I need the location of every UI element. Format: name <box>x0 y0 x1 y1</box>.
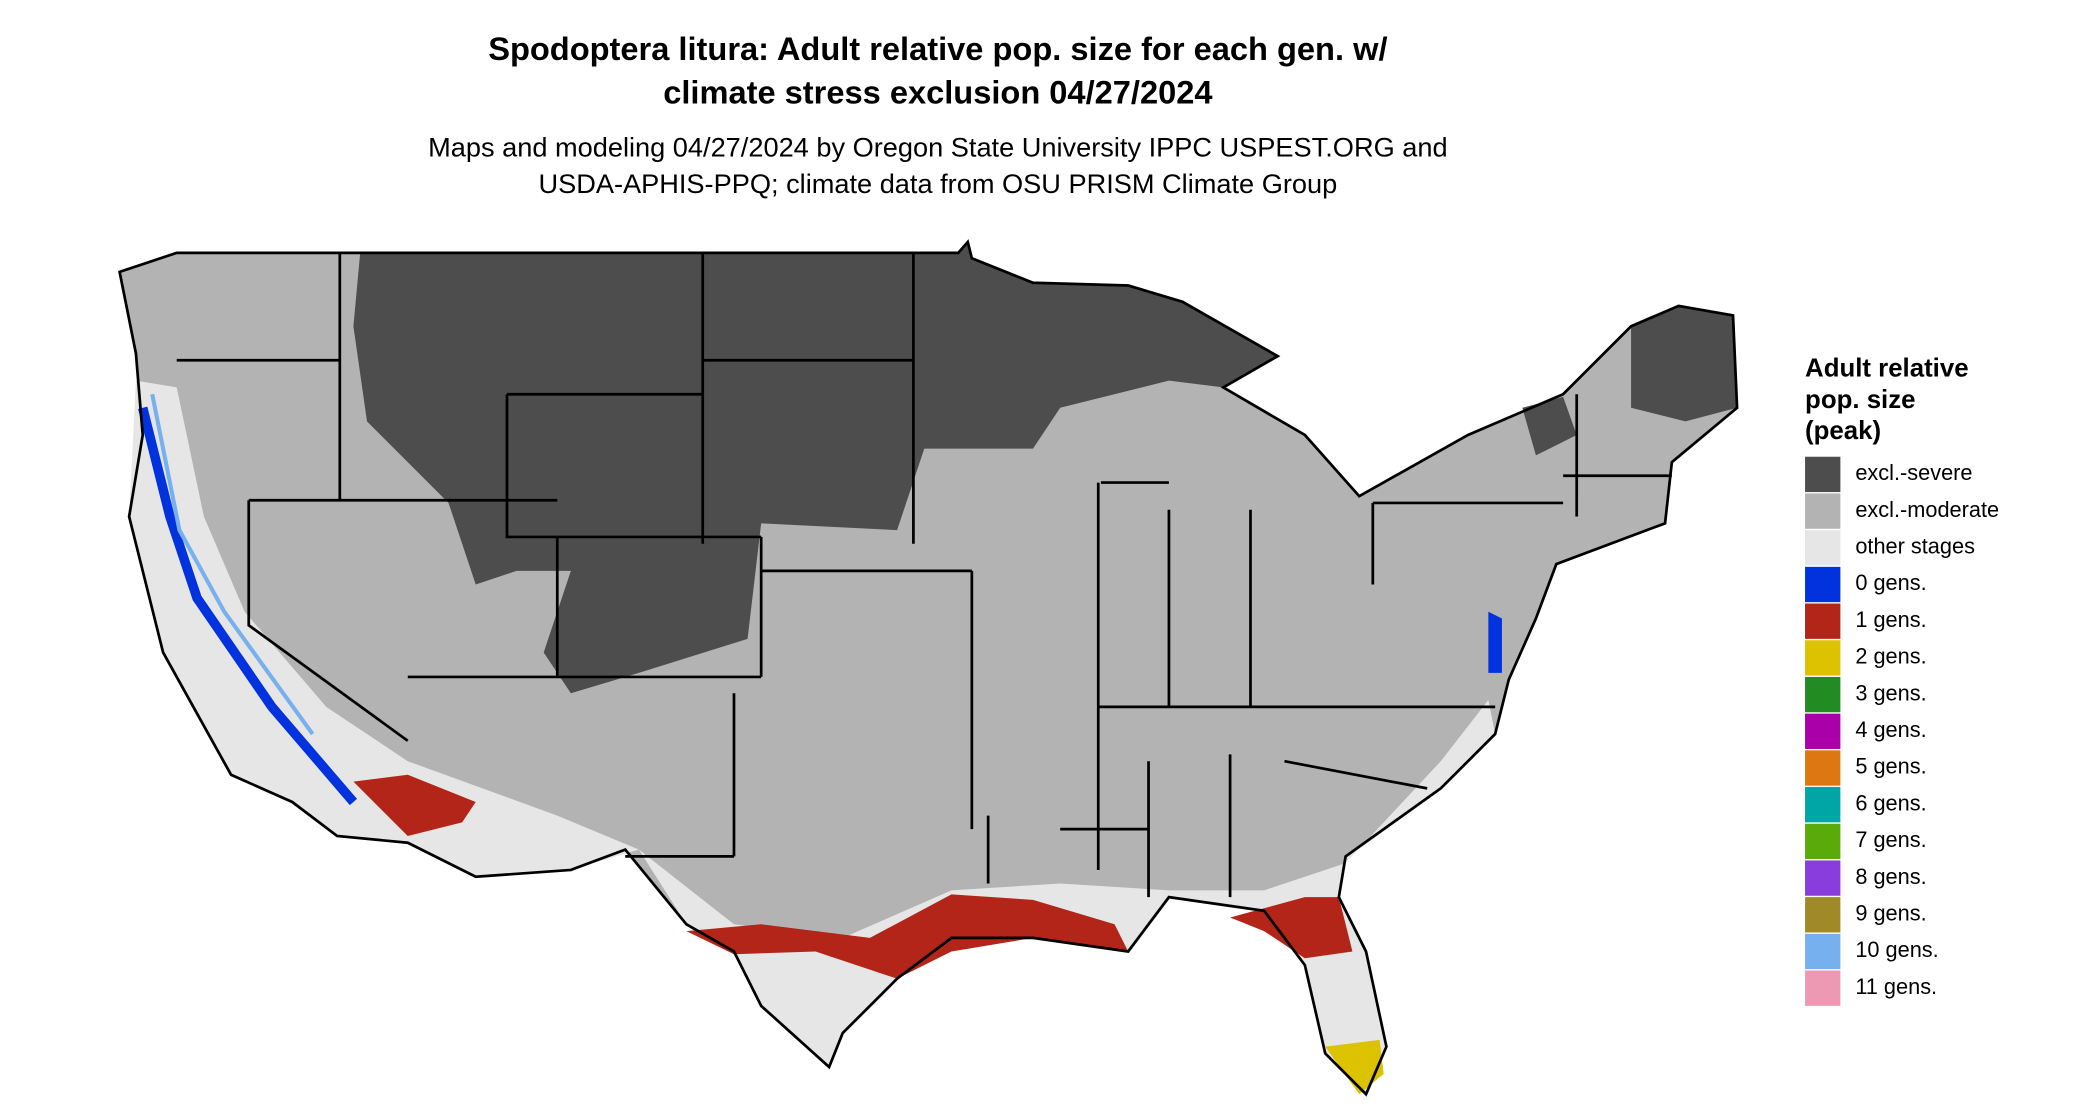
legend: Adult relative pop. size (peak) excl.-se… <box>1805 355 1999 1006</box>
country-outline <box>118 239 1739 1097</box>
legend-label: excl.-severe <box>1855 460 1972 485</box>
legend-label: 5 gens. <box>1855 754 1926 779</box>
subtitle: USDA-APHIS-PPQ; climate data from OSU PR… <box>538 168 1337 199</box>
legend-label: 10 gens. <box>1855 937 1938 962</box>
legend-swatch <box>1805 933 1841 970</box>
legend-label: excl.-moderate <box>1855 497 1999 522</box>
legend-label: 4 gens. <box>1855 717 1926 742</box>
legend-swatch <box>1805 897 1841 933</box>
legend-label: 9 gens. <box>1855 901 1926 926</box>
legend-swatch <box>1805 860 1841 896</box>
region-1-gen <box>353 774 476 836</box>
legend-swatch <box>1805 456 1841 493</box>
region-severe <box>1522 396 1577 456</box>
region-severe <box>1631 305 1738 422</box>
legend-swatch <box>1805 530 1841 566</box>
legend-title: Adult relative <box>1805 355 1969 383</box>
legend-swatch <box>1805 676 1841 713</box>
legend-swatch <box>1805 970 1841 1006</box>
legend-label: 8 gens. <box>1855 864 1926 889</box>
legend-label: 2 gens. <box>1855 644 1926 669</box>
legend-title: (peak) <box>1805 417 1881 445</box>
legend-label: 6 gens. <box>1855 790 1926 815</box>
legend-swatch <box>1805 566 1841 603</box>
subtitle: Maps and modeling 04/27/2024 by Oregon S… <box>428 131 1447 162</box>
region-10-gen <box>150 393 315 736</box>
region-severe <box>353 241 1278 694</box>
legend-label: 11 gens. <box>1855 974 1937 999</box>
region-other <box>638 700 1496 1095</box>
region-1-gen <box>686 894 1129 979</box>
us-map <box>118 239 1739 1097</box>
legend-swatch <box>1805 823 1841 860</box>
region-2-gen <box>1325 1039 1384 1095</box>
legend-swatch <box>1805 750 1841 786</box>
legend-swatch <box>1805 493 1841 529</box>
state-borders <box>176 252 1672 898</box>
region-0-gen <box>138 406 358 806</box>
legend-swatch <box>1805 640 1841 676</box>
region-0-gen <box>1488 611 1502 673</box>
region-1-gen <box>1230 897 1353 959</box>
legend-swatch <box>1805 603 1841 639</box>
legend-label: 0 gens. <box>1855 570 1926 595</box>
legend-title: pop. size <box>1805 386 1915 414</box>
legend-swatch <box>1805 713 1841 749</box>
legend-label: 7 gens. <box>1855 827 1926 852</box>
region-other <box>129 380 639 877</box>
legend-swatch <box>1805 787 1841 823</box>
legend-label: 3 gens. <box>1855 680 1926 705</box>
legend-label: other stages <box>1855 534 1975 559</box>
title: climate stress exclusion 04/27/2024 <box>663 73 1212 110</box>
legend-label: 1 gens. <box>1855 607 1926 632</box>
title: Spodoptera litura: Adult relative pop. s… <box>488 30 1387 67</box>
